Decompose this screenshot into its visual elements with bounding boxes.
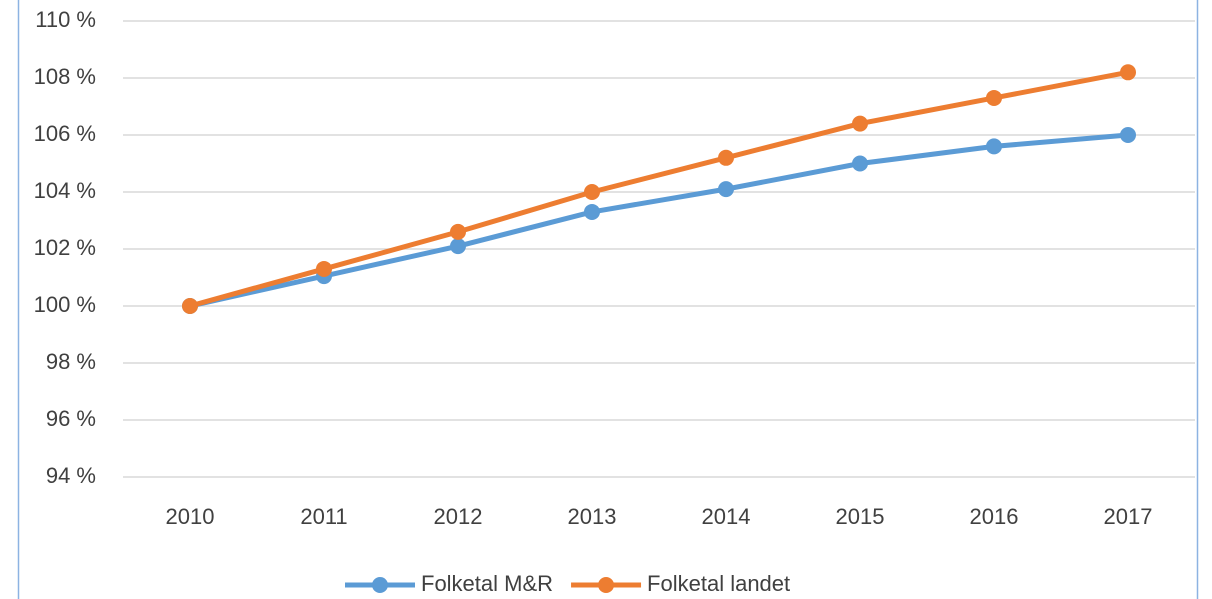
legend-label: Folketal landet (647, 571, 790, 596)
y-tick-label: 108 % (34, 64, 96, 89)
data-point (986, 89, 1002, 106)
series-line (189, 132, 1129, 309)
x-tick-label: 2012 (434, 504, 483, 529)
y-tick-label: 102 % (34, 235, 96, 260)
data-point (986, 138, 1002, 155)
y-tick-label: 110 % (35, 7, 96, 32)
data-point (182, 298, 198, 314)
legend-marker (372, 577, 388, 593)
data-point (718, 181, 734, 198)
data-point (450, 223, 466, 240)
data-point (316, 260, 332, 277)
legend-label: Folketal M&R (421, 571, 553, 596)
data-point (718, 149, 734, 166)
legend-marker (598, 577, 615, 593)
data-point (1120, 127, 1136, 143)
data-point (584, 203, 600, 220)
y-tick-label: 96 % (46, 406, 96, 431)
data-point (852, 155, 868, 172)
x-tick-label: 2010 (166, 504, 215, 529)
y-tick-label: 100 % (34, 292, 96, 317)
data-point (450, 238, 466, 255)
x-tick-label: 2014 (702, 504, 751, 529)
x-tick-label: 2013 (568, 504, 617, 529)
x-tick-label: 2016 (970, 504, 1019, 529)
y-tick-label: 106 % (34, 121, 96, 146)
x-tick-label: 2011 (300, 504, 347, 529)
x-tick-label: 2017 (1104, 504, 1153, 529)
y-tick-label: 94 % (46, 463, 96, 488)
data-point (584, 184, 600, 200)
data-point (1120, 64, 1136, 81)
x-tick-label: 2015 (836, 504, 885, 529)
series-line (189, 69, 1129, 309)
y-tick-label: 98 % (46, 349, 96, 374)
y-tick-label: 104 % (34, 178, 96, 203)
data-point (852, 115, 868, 132)
